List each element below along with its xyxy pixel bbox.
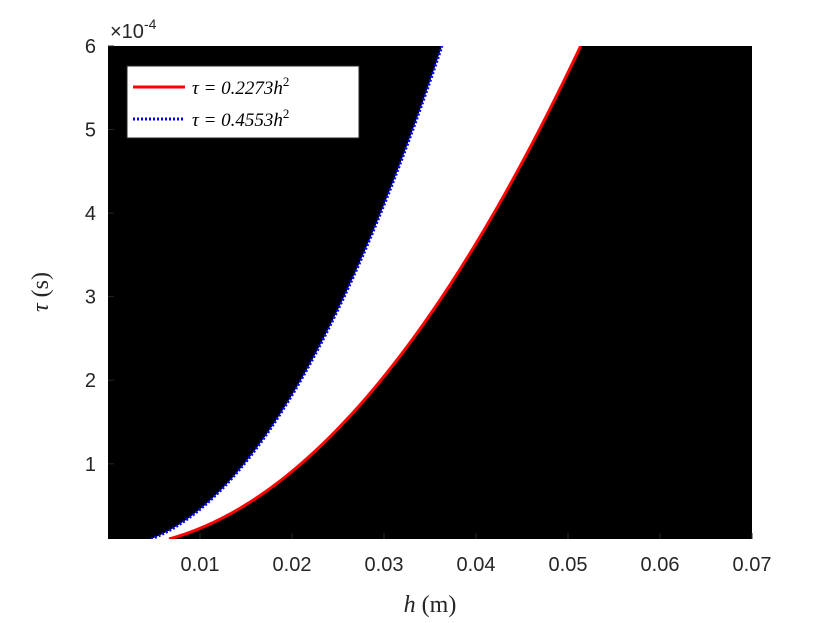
y-tick-label: 5 <box>85 120 96 142</box>
x-tick-label: 0.03 <box>365 554 404 576</box>
legend-label-tau-04553: τ = 0.4553h2 <box>192 106 289 131</box>
x-tick-label: 0.05 <box>549 554 588 576</box>
y-exponent-label: ×10-4 <box>110 16 157 43</box>
series-line-tau-02273 <box>168 46 583 539</box>
x-tick-label: 0.06 <box>641 554 680 576</box>
y-tick-label: 2 <box>85 370 96 392</box>
y-tick-label: 3 <box>85 287 96 309</box>
x-tick-label: 0.04 <box>457 554 496 576</box>
legend: τ = 0.2273h2 τ = 0.4553h2 <box>126 65 360 139</box>
series-line-tau-04553 <box>150 46 444 539</box>
y-axis: 1 2 3 4 5 6 <box>85 36 114 476</box>
y-tick-label: 6 <box>85 36 96 58</box>
y-axis-label: τ (s) <box>28 272 54 312</box>
legend-box <box>126 65 360 139</box>
x-axis-label: h (m) <box>404 592 457 618</box>
y-tick-label: 4 <box>85 203 96 225</box>
x-axis: 0.01 0.02 0.03 0.04 0.05 0.06 0.07 <box>181 533 772 576</box>
x-tick-label: 0.02 <box>273 554 312 576</box>
x-tick-label: 0.07 <box>733 554 772 576</box>
y-tick-label: 1 <box>85 454 96 476</box>
legend-label-tau-02273: τ = 0.2273h2 <box>192 74 289 99</box>
x-tick-label: 0.01 <box>181 554 220 576</box>
stable-region <box>151 46 581 539</box>
